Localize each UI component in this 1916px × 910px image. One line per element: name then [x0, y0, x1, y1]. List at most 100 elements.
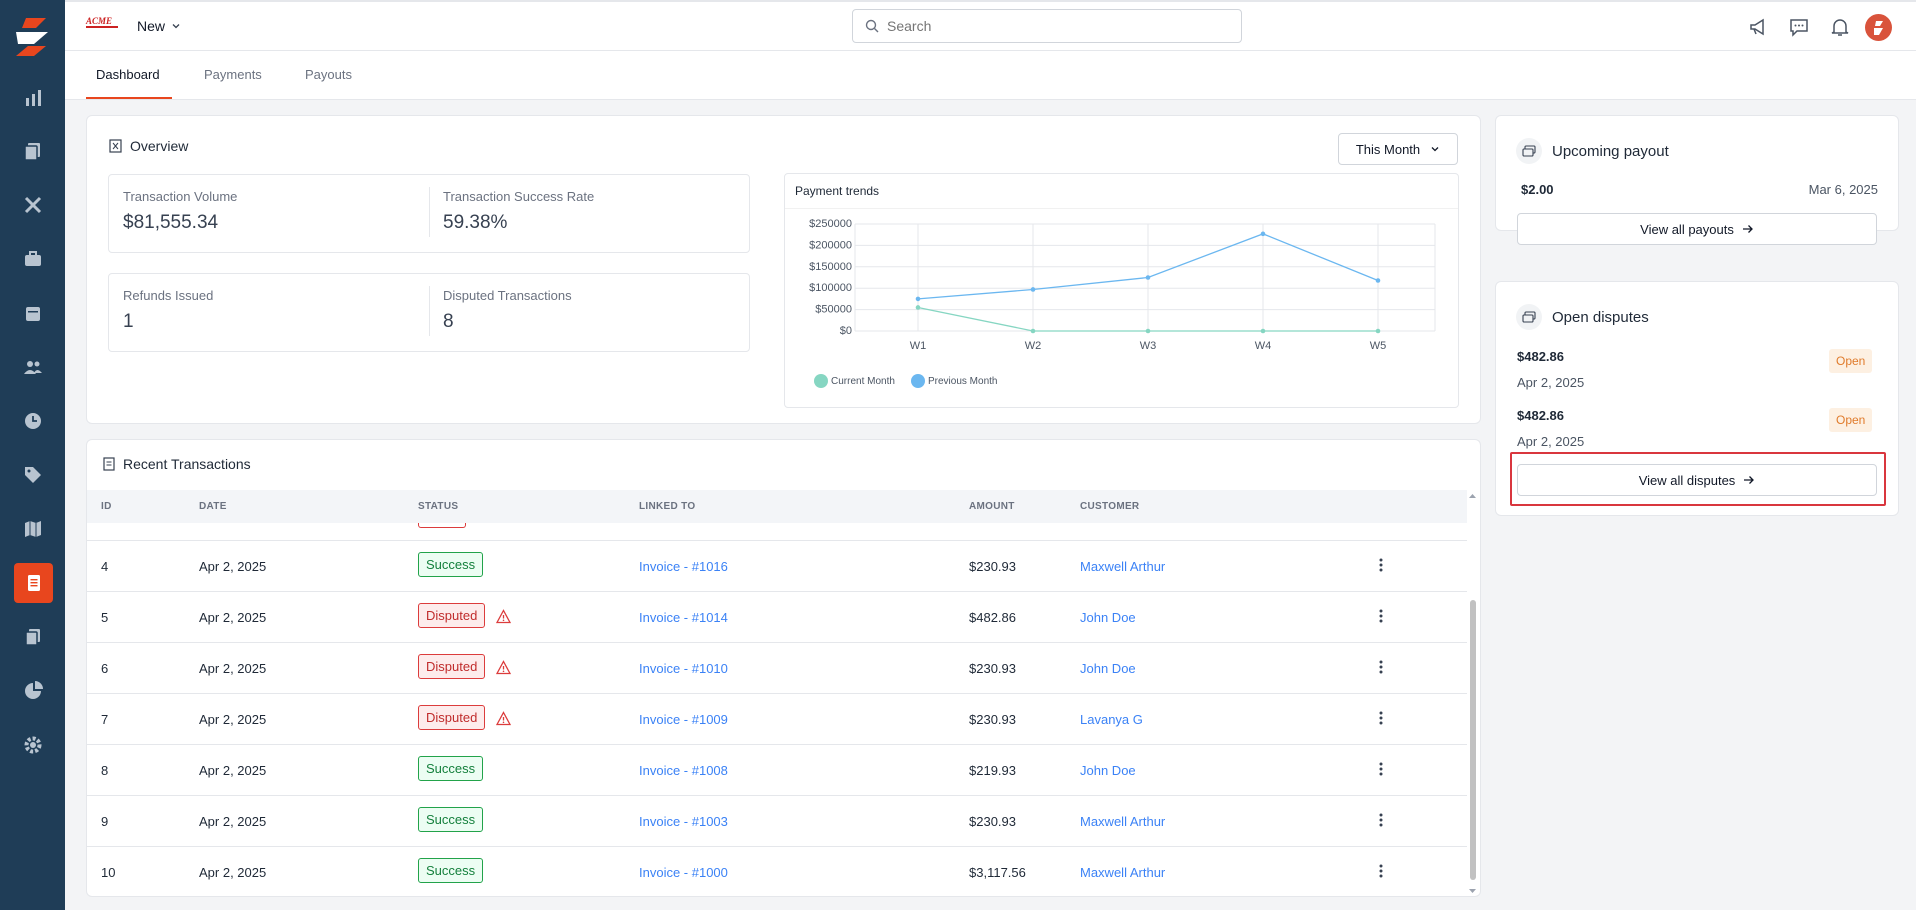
linked-invoice-link[interactable]: Invoice - #1009	[639, 712, 728, 727]
linked-invoice-link[interactable]: Invoice - #1010	[639, 661, 728, 676]
row-actions-kebab-icon[interactable]	[1373, 657, 1389, 677]
linked-invoice-link[interactable]: Invoice - #1003	[639, 814, 728, 829]
customer-link[interactable]: Maxwell Arthur	[1080, 814, 1166, 829]
table-row[interactable]: 9 Apr 2, 2025 Success Invoice - #1003 $230.9…	[87, 795, 1467, 846]
nav-map-icon[interactable]	[16, 512, 49, 545]
nav-clock-icon[interactable]	[16, 404, 49, 437]
stat-refunds-issued: Refunds Issued 1	[123, 288, 213, 333]
table-row[interactable]: 8 Apr 2, 2025 Success Invoice - #1008 $219.9…	[87, 744, 1467, 795]
customer-link[interactable]: John Doe	[1080, 661, 1136, 676]
app-logo-icon[interactable]	[12, 18, 52, 56]
recent-transactions-title: Recent Transactions	[123, 456, 251, 472]
nav-settings-gear-icon[interactable]	[16, 728, 49, 761]
search-icon	[865, 19, 879, 33]
view-all-disputes-button[interactable]: View all disputes	[1517, 464, 1877, 496]
table-row[interactable]: 7 Apr 2, 2025 Disputed Invoice - #1009 $230.…	[87, 693, 1467, 744]
dispute-amount: $482.86	[1517, 408, 1564, 423]
column-customer[interactable]: CUSTOMER	[1080, 501, 1140, 512]
stat-disputed-transactions: Disputed Transactions 8	[443, 288, 572, 333]
nav-reports-pie-icon[interactable]	[16, 674, 49, 707]
button-label: View all disputes	[1638, 472, 1736, 488]
nav-calendar-icon[interactable]	[16, 296, 49, 329]
x-tick-label: W3	[1140, 340, 1157, 352]
chat-icon[interactable]	[1787, 15, 1811, 39]
period-dropdown[interactable]: This Month	[1338, 133, 1458, 165]
svg-text:ACME: ACME	[85, 16, 112, 26]
column-linked-to[interactable]: LINKED TO	[639, 501, 696, 512]
status-badge: Success	[418, 858, 484, 883]
page-tabs: Dashboard Payments Payouts	[65, 51, 1916, 100]
tab-payments[interactable]: Payments	[204, 67, 262, 82]
x-tick-label: W4	[1255, 340, 1272, 352]
stat-value: 1	[123, 311, 134, 332]
row-actions-kebab-icon[interactable]	[1373, 861, 1389, 881]
search-input[interactable]	[887, 18, 1207, 34]
receipt-icon	[103, 457, 115, 471]
nav-tools-icon[interactable]	[16, 188, 49, 221]
cell-amount: $230.93	[969, 712, 1016, 727]
divider	[429, 286, 430, 336]
nav-documents-icon[interactable]	[16, 134, 49, 167]
megaphone-icon[interactable]	[1747, 15, 1771, 39]
customer-link[interactable]: Lavanya G	[1080, 712, 1143, 727]
nav-analytics-icon[interactable]	[16, 81, 49, 114]
column-amount[interactable]: AMOUNT	[969, 501, 1015, 512]
linked-invoice-link[interactable]: Invoice - #1008	[639, 763, 728, 778]
nav-copy-icon[interactable]	[16, 620, 49, 653]
row-actions-kebab-icon[interactable]	[1373, 555, 1389, 575]
linked-invoice-link[interactable]: Invoice - #1016	[639, 559, 728, 574]
cell-amount: $230.93	[969, 814, 1016, 829]
column-id[interactable]: ID	[101, 501, 112, 512]
table-scrollbar[interactable]	[1468, 490, 1477, 893]
stat-success-rate: Transaction Success Rate 59.38%	[443, 189, 594, 234]
scroll-down-arrow-icon[interactable]	[1468, 887, 1477, 895]
linked-invoice-link[interactable]: Invoice - #1000	[639, 865, 728, 880]
nav-invoices-icon[interactable]	[14, 563, 53, 603]
table-row[interactable]: 6 Apr 2, 2025 Disputed Invoice - #1010 $230.…	[87, 642, 1467, 693]
column-date[interactable]: DATE	[199, 501, 227, 512]
customer-link[interactable]: Maxwell Arthur	[1080, 559, 1166, 574]
view-all-payouts-button[interactable]: View all payouts	[1517, 213, 1877, 245]
chevron-down-icon	[172, 24, 180, 29]
bell-icon[interactable]	[1828, 15, 1852, 39]
user-avatar[interactable]	[1865, 14, 1892, 41]
tab-payouts[interactable]: Payouts	[305, 67, 352, 82]
table-header: ID DATE STATUS LINKED TO AMOUNT CUSTOMER	[87, 490, 1467, 523]
tab-dashboard[interactable]: Dashboard	[96, 67, 160, 82]
legend-label: Current Month	[831, 376, 895, 387]
table-row[interactable]: 5 Apr 2, 2025 Disputed Invoice - #1014 $482.…	[87, 591, 1467, 642]
x-tick-label: W1	[910, 340, 927, 352]
stat-label: Disputed Transactions	[443, 288, 572, 303]
customer-link[interactable]: Maxwell Arthur	[1080, 865, 1166, 880]
divider	[785, 208, 1458, 209]
customer-link[interactable]: John Doe	[1080, 610, 1136, 625]
table-row[interactable]: 10 Apr 2, 2025 Success Invoice - #1000 $3,11…	[87, 846, 1467, 896]
nav-briefcase-icon[interactable]	[16, 242, 49, 275]
workspace-switcher[interactable]: New	[137, 18, 181, 34]
stat-label: Refunds Issued	[123, 288, 214, 303]
row-actions-kebab-icon[interactable]	[1373, 759, 1389, 779]
table-row[interactable]: 4 Apr 2, 2025 Success Invoice - #1016 $230.9…	[87, 540, 1467, 591]
nav-users-icon[interactable]	[16, 350, 49, 383]
cell-amount: $230.93	[969, 661, 1016, 676]
dispute-status-badge: Open	[1829, 349, 1873, 373]
scroll-up-arrow-icon[interactable]	[1468, 492, 1477, 500]
cell-amount: $3,117.56	[969, 865, 1026, 880]
partial-status-badge	[418, 523, 466, 528]
nav-tag-icon[interactable]	[16, 458, 49, 491]
legend-swatch	[814, 374, 828, 388]
scrollbar-thumb[interactable]	[1470, 600, 1476, 880]
row-actions-kebab-icon[interactable]	[1373, 606, 1389, 626]
customer-link[interactable]: John Doe	[1080, 763, 1136, 778]
focus-highlight-box	[1510, 452, 1886, 506]
y-tick-label: $100000	[809, 282, 852, 294]
row-actions-kebab-icon[interactable]	[1373, 708, 1389, 728]
search-box[interactable]	[852, 9, 1242, 43]
warning-icon	[496, 660, 511, 675]
row-actions-kebab-icon[interactable]	[1373, 810, 1389, 830]
workspace-label: New	[137, 18, 166, 34]
status-badge: Disputed	[418, 603, 486, 628]
linked-invoice-link[interactable]: Invoice - #1014	[639, 610, 728, 625]
column-status[interactable]: STATUS	[418, 501, 459, 512]
data-point	[1030, 287, 1036, 292]
